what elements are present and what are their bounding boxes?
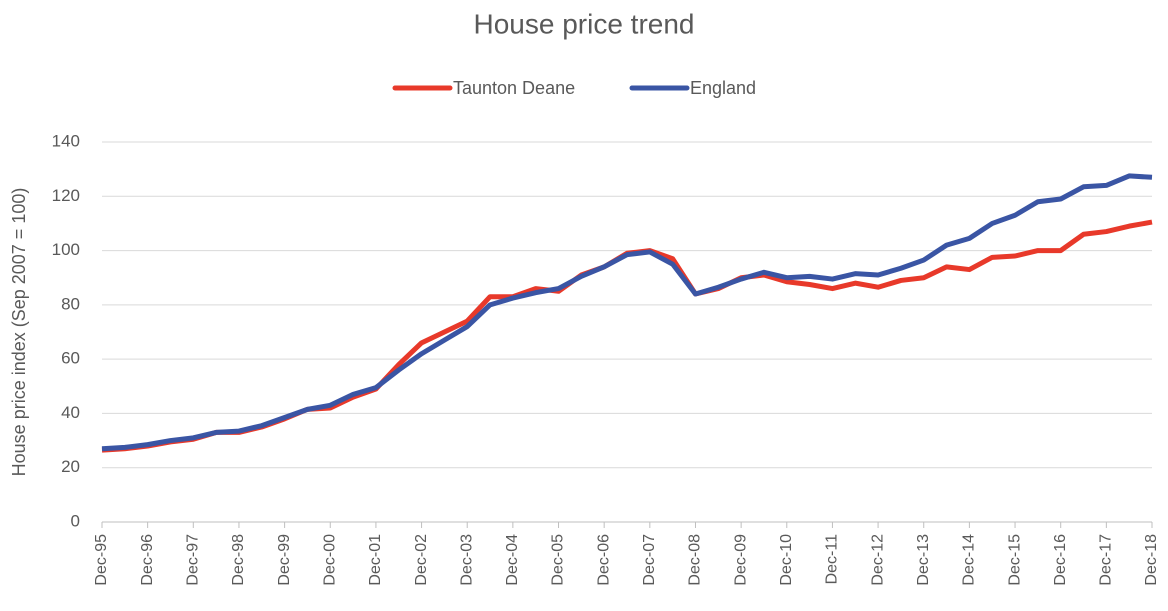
y-tick-label: 100 <box>52 240 80 259</box>
y-tick-label: 20 <box>61 457 80 476</box>
x-tick-label: Dec-06 <box>595 534 612 586</box>
chart-title: House price trend <box>473 8 694 39</box>
x-tick-label: Dec-97 <box>185 534 202 586</box>
y-tick-label: 60 <box>61 349 80 368</box>
y-tick-label: 0 <box>71 511 80 530</box>
x-tick-label: Dec-04 <box>504 534 521 586</box>
y-tick-label: 80 <box>61 294 80 313</box>
x-tick-label: Dec-10 <box>778 534 795 586</box>
x-tick-label: Dec-01 <box>367 534 384 586</box>
legend-label: England <box>690 78 756 98</box>
x-tick-label: Dec-07 <box>641 534 658 586</box>
x-tick-label: Dec-99 <box>276 534 293 586</box>
x-tick-label: Dec-96 <box>139 534 156 586</box>
x-tick-label: Dec-02 <box>413 534 430 586</box>
x-tick-label: Dec-03 <box>458 534 475 586</box>
x-tick-label: Dec-11 <box>824 534 841 584</box>
legend-label: Taunton Deane <box>453 78 575 98</box>
x-tick-label: Dec-18 <box>1143 534 1160 586</box>
x-tick-label: Dec-95 <box>93 534 110 586</box>
x-tick-label: Dec-13 <box>915 534 932 586</box>
x-tick-label: Dec-16 <box>1052 534 1069 586</box>
x-tick-label: Dec-08 <box>687 534 704 586</box>
x-tick-label: Dec-12 <box>869 534 886 586</box>
y-tick-label: 120 <box>52 186 80 205</box>
y-axis-label: House price index (Sep 2007 = 100) <box>9 188 29 477</box>
x-tick-label: Dec-15 <box>1006 534 1023 586</box>
x-tick-label: Dec-17 <box>1098 534 1115 586</box>
x-tick-label: Dec-09 <box>732 534 749 586</box>
x-tick-label: Dec-14 <box>961 534 978 586</box>
x-tick-label: Dec-05 <box>550 534 567 586</box>
y-tick-label: 40 <box>61 403 80 422</box>
line-series <box>101 173 1153 452</box>
x-tick-label: Dec-98 <box>230 534 247 586</box>
x-tick-label: Dec-00 <box>321 534 338 586</box>
y-tick-label: 140 <box>52 131 80 150</box>
